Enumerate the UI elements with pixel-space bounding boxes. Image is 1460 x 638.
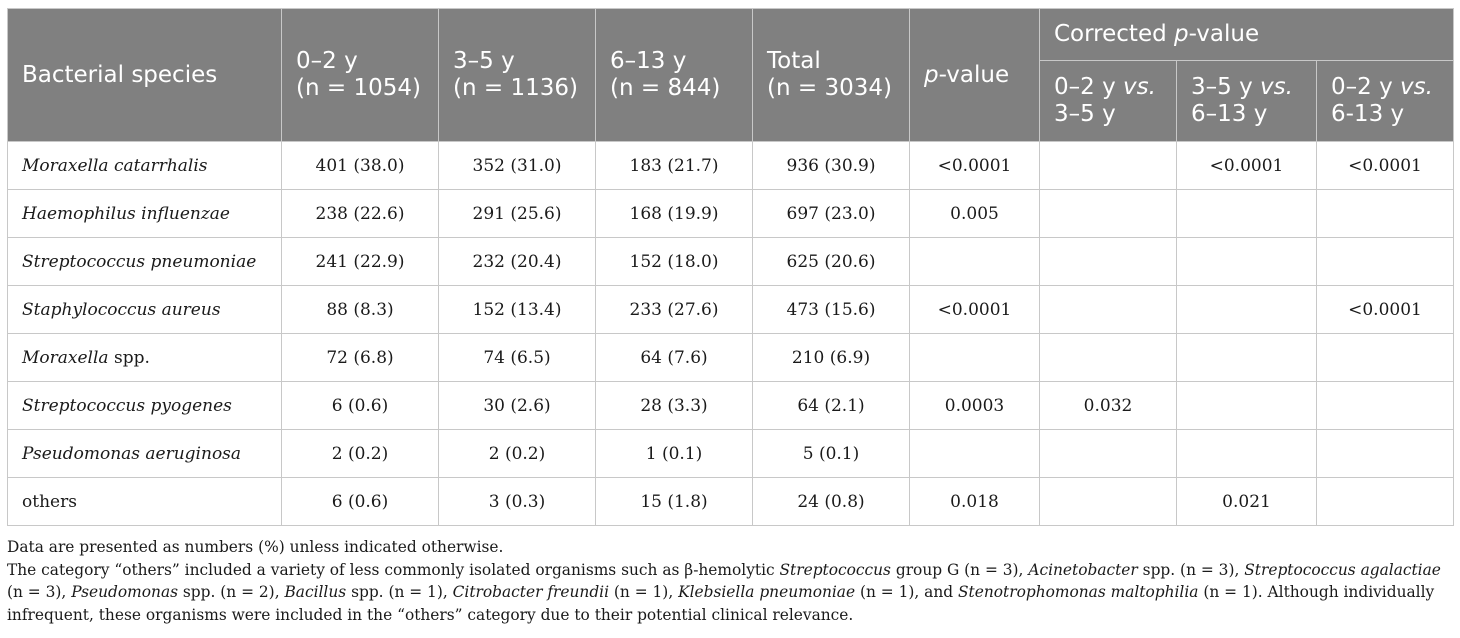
cell-total: 473 (15.6) — [752, 285, 910, 334]
header-cmp-0-2-vs-3-5: 0–2 y vs. 3–5 y — [1039, 60, 1177, 142]
cell-b: 152 (13.4) — [438, 285, 596, 334]
cell-total: 24 (0.8) — [752, 477, 910, 526]
cell-c1 — [1039, 141, 1177, 190]
cell-c3 — [1316, 189, 1454, 238]
cell-c1 — [1039, 189, 1177, 238]
header-corrected-p-value: Corrected p-value — [1039, 8, 1454, 61]
cell-c: 152 (18.0) — [595, 237, 753, 286]
cell-c1 — [1039, 333, 1177, 382]
cell-species: Haemophilus influenzae — [7, 189, 282, 238]
footnote-data-format: Data are presented as numbers (%) unless… — [7, 538, 504, 556]
cell-c: 15 (1.8) — [595, 477, 753, 526]
cell-c: 183 (21.7) — [595, 141, 753, 190]
table-row: others 6 (0.6) 3 (0.3) 15 (1.8) 24 (0.8) 0.01… — [7, 477, 1454, 526]
table-footnotes: Data are presented as numbers (%) unless… — [7, 536, 1453, 626]
cell-c3 — [1316, 477, 1454, 526]
cell-p — [909, 237, 1040, 286]
cell-a: 241 (22.9) — [281, 237, 439, 286]
cell-b: 30 (2.6) — [438, 381, 596, 430]
header-age-6-13: 6–13 y (n = 844) — [595, 8, 753, 142]
table-row: Pseudomonas aeruginosa 2 (0.2) 2 (0.2) 1 (0… — [7, 429, 1454, 478]
header-age-3-5: 3–5 y (n = 1136) — [438, 8, 596, 142]
table-container: Bacterial species 0–2 y (n = 1054) 3–5 y(… — [7, 8, 1454, 626]
cell-c1 — [1039, 429, 1177, 478]
header-p-value: p-value — [909, 8, 1040, 142]
cell-p: 0.005 — [909, 189, 1040, 238]
cell-c1 — [1039, 285, 1177, 334]
header-total: Total (n = 3034) — [752, 8, 910, 142]
table-body: Moraxella catarrhalis 401 (38.0) 352 (31.0… — [7, 141, 1454, 526]
cell-c3 — [1316, 429, 1454, 478]
cell-c2 — [1176, 285, 1317, 334]
cell-c: 28 (3.3) — [595, 381, 753, 430]
table-row: Streptococcus pyogenes 6 (0.6) 30 (2.6) 28 … — [7, 381, 1454, 430]
cell-c3 — [1316, 381, 1454, 430]
cell-p: 0.018 — [909, 477, 1040, 526]
table-row: Staphylococcus aureus 88 (8.3) 152 (13.4) 2… — [7, 285, 1454, 334]
cell-p: <0.0001 — [909, 285, 1040, 334]
bacteria-table: Bacterial species 0–2 y (n = 1054) 3–5 y(… — [7, 8, 1454, 526]
cell-c: 64 (7.6) — [595, 333, 753, 382]
cell-c1: 0.032 — [1039, 381, 1177, 430]
header-cmp-3-5-vs-6-13: 3–5 y vs. 6–13 y — [1176, 60, 1317, 142]
cell-species: Staphylococcus aureus — [7, 285, 282, 334]
cell-c2 — [1176, 381, 1317, 430]
cell-c3: <0.0001 — [1316, 285, 1454, 334]
cell-a: 6 (0.6) — [281, 381, 439, 430]
header-cmp-0-2-vs-6-13: 0–2 y vs. 6-13 y — [1316, 60, 1454, 142]
cell-a: 401 (38.0) — [281, 141, 439, 190]
cell-b: 74 (6.5) — [438, 333, 596, 382]
footnote-others: The category “others” included a variety… — [7, 560, 1441, 624]
table-row: Streptococcus pneumoniae 241 (22.9) 232 (2… — [7, 237, 1454, 286]
cell-species: others — [7, 477, 282, 526]
cell-species: Pseudomonas aeruginosa — [7, 429, 282, 478]
table-row: Moraxella spp. 72 (6.8) 74 (6.5) 64 (7.6) 21… — [7, 333, 1454, 382]
table-row: Moraxella catarrhalis 401 (38.0) 352 (31.0… — [7, 141, 1454, 190]
cell-a: 88 (8.3) — [281, 285, 439, 334]
table-row: Haemophilus influenzae 238 (22.6) 291 (25.… — [7, 189, 1454, 238]
cell-total: 697 (23.0) — [752, 189, 910, 238]
cell-c: 233 (27.6) — [595, 285, 753, 334]
cell-b: 2 (0.2) — [438, 429, 596, 478]
cell-a: 6 (0.6) — [281, 477, 439, 526]
cell-c3 — [1316, 237, 1454, 286]
cell-b: 3 (0.3) — [438, 477, 596, 526]
cell-b: 291 (25.6) — [438, 189, 596, 238]
cell-c: 168 (19.9) — [595, 189, 753, 238]
cell-b: 232 (20.4) — [438, 237, 596, 286]
cell-b: 352 (31.0) — [438, 141, 596, 190]
cell-total: 5 (0.1) — [752, 429, 910, 478]
cell-c3 — [1316, 333, 1454, 382]
cell-c2: 0.021 — [1176, 477, 1317, 526]
cell-species: Streptococcus pyogenes — [7, 381, 282, 430]
cell-species: Moraxella spp. — [7, 333, 282, 382]
cell-species: Moraxella catarrhalis — [7, 141, 282, 190]
cell-total: 64 (2.1) — [752, 381, 910, 430]
header-species: Bacterial species — [7, 8, 282, 142]
cell-a: 72 (6.8) — [281, 333, 439, 382]
cell-total: 936 (30.9) — [752, 141, 910, 190]
cell-c2 — [1176, 429, 1317, 478]
cell-species: Streptococcus pneumoniae — [7, 237, 282, 286]
cell-total: 210 (6.9) — [752, 333, 910, 382]
cell-c1 — [1039, 237, 1177, 286]
cell-c2 — [1176, 237, 1317, 286]
cell-a: 238 (22.6) — [281, 189, 439, 238]
cell-c1 — [1039, 477, 1177, 526]
cell-c2: <0.0001 — [1176, 141, 1317, 190]
header-age-0-2: 0–2 y (n = 1054) — [281, 8, 439, 142]
cell-a: 2 (0.2) — [281, 429, 439, 478]
cell-total: 625 (20.6) — [752, 237, 910, 286]
cell-p: <0.0001 — [909, 141, 1040, 190]
cell-c: 1 (0.1) — [595, 429, 753, 478]
cell-p — [909, 429, 1040, 478]
cell-p — [909, 333, 1040, 382]
cell-c3: <0.0001 — [1316, 141, 1454, 190]
cell-p: 0.0003 — [909, 381, 1040, 430]
cell-c2 — [1176, 333, 1317, 382]
cell-c2 — [1176, 189, 1317, 238]
